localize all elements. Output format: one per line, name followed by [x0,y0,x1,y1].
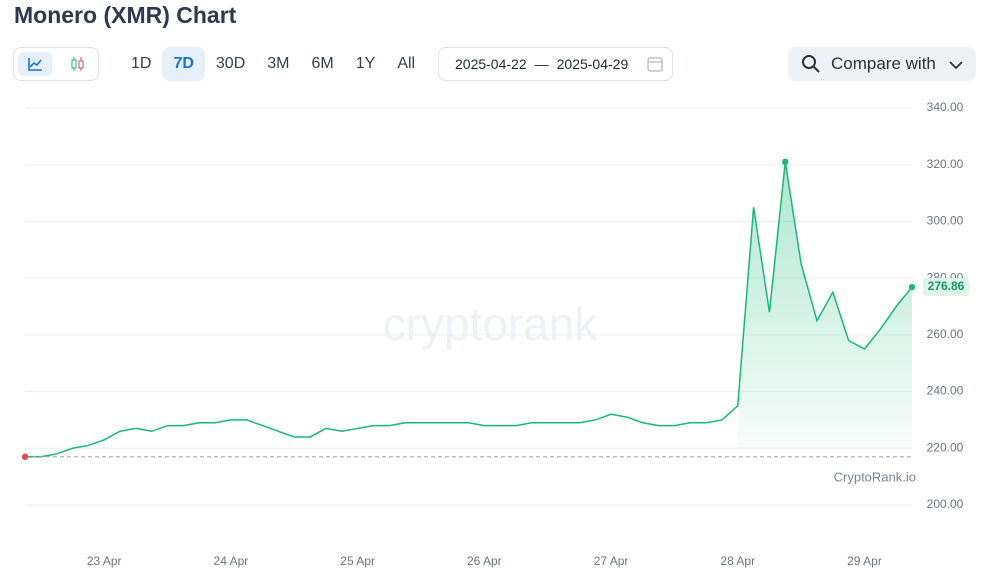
y-tick-label: 260.00 [927,327,964,341]
date-separator: — [534,56,549,72]
search-icon [802,55,820,73]
candle-icon [71,57,84,71]
y-tick-label: 320.00 [927,157,964,171]
title: Monero (XMR) Chart [14,2,237,28]
chevron [949,61,963,70]
last-point [908,283,916,291]
x-tick-label: 27 Apr [594,554,629,568]
range-button[interactable]: All [397,55,416,72]
last-value-label: 276.86 [928,279,965,293]
line [25,161,913,458]
compare-label: Compare with [831,54,936,73]
range-buttons: 1D 7D 30D 3M 6M 1Y All [120,47,426,81]
x-tick-label: 25 Apr [340,554,375,568]
y-tick-label: 220.00 [927,440,964,454]
range-button[interactable]: 1D [131,55,152,72]
min-point [21,453,29,460]
range-button[interactable]: 30D [215,55,246,72]
chart-type-switch[interactable] [13,47,99,81]
watermark: cryptorank [383,298,599,350]
source: CryptoRank.io [834,469,916,484]
date-to: 2025-04-29 [556,56,629,72]
compare-button[interactable]: Compare with [788,47,976,81]
x-tick-label: 29 Apr [847,554,882,568]
range-button[interactable]: 6M [311,55,334,72]
x-tick-label: 24 Apr [214,554,249,568]
date-range[interactable]: 2025-04-22 — 2025-04-29 [438,47,673,81]
line-icon [28,58,42,71]
date-from: 2025-04-22 [455,56,527,72]
max-point [782,158,789,166]
y-tick-label: 340.00 [927,100,964,114]
range-button[interactable]: 1Y [355,55,376,72]
x-tick-label: 28 Apr [720,554,755,568]
y-tick-label: 240.00 [927,384,964,398]
x-tick-label: 26 Apr [467,554,502,568]
area [737,161,912,449]
x-tick-label: 23 Apr [87,554,122,568]
candle-type[interactable] [60,52,94,76]
y-tick-label: 200.00 [927,497,964,511]
calendar-icon [647,57,663,72]
range-button[interactable]: 3M [267,55,290,72]
y-tick-label: 300.00 [927,214,964,228]
line-type[interactable] [18,52,52,76]
range-button[interactable]: 7D [162,47,205,81]
last-value-box [923,278,969,297]
